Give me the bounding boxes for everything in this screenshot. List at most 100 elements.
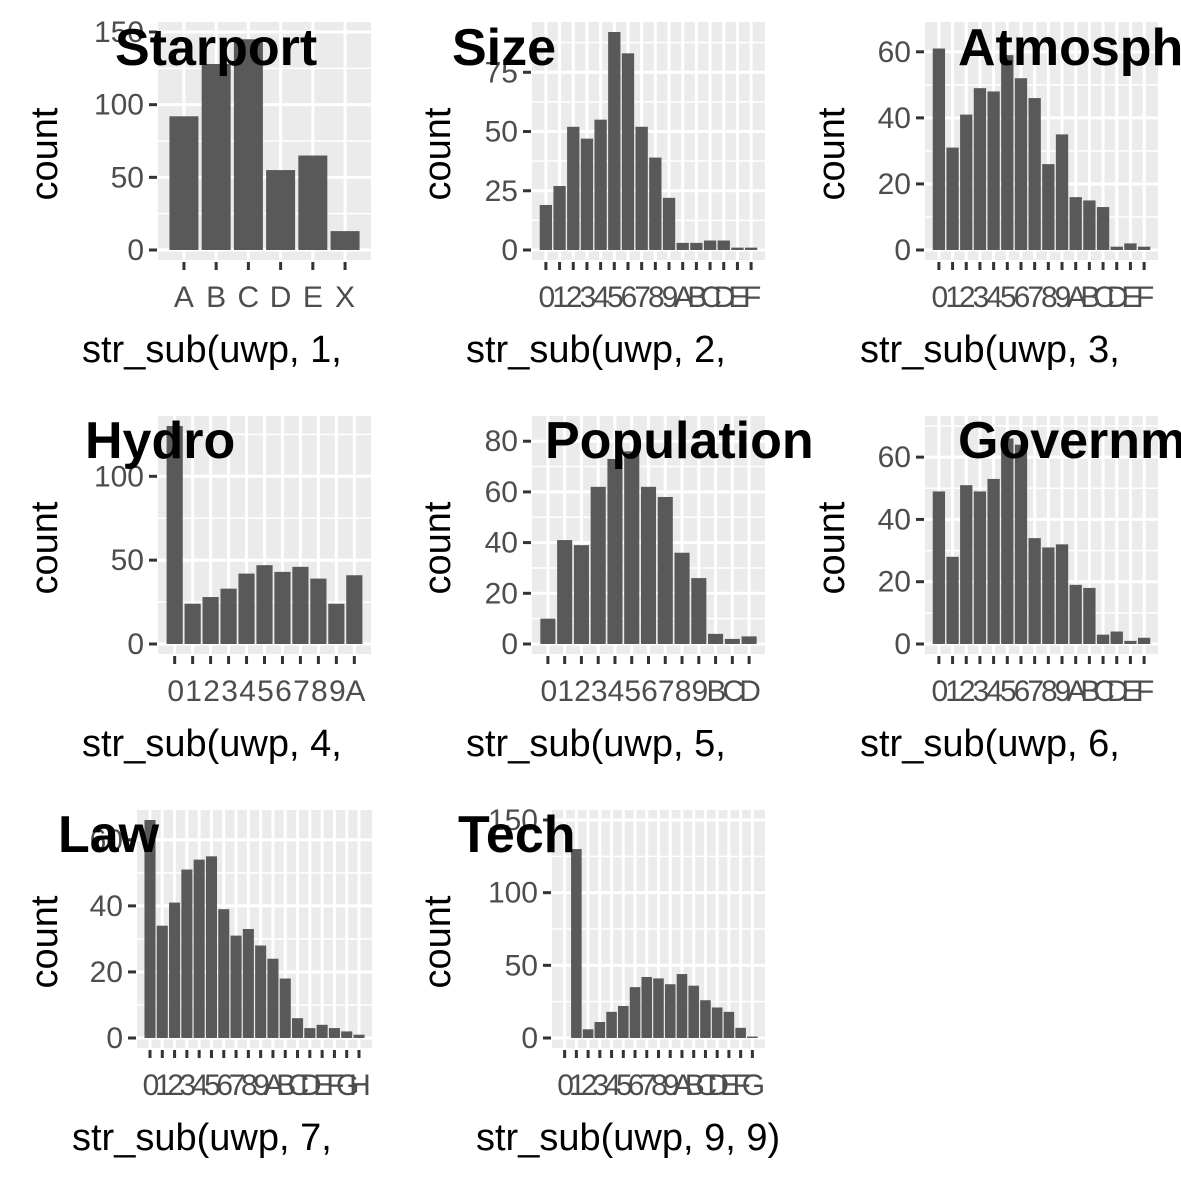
bar-2 — [582, 1029, 594, 1038]
bar-A — [676, 974, 688, 1038]
bar-A — [1069, 197, 1082, 250]
x-tick-label: 2 — [581, 1069, 597, 1102]
x-tick-label: C — [288, 1069, 309, 1102]
x-tick-label: 5 — [1000, 281, 1016, 314]
x-tick-label: 2 — [566, 281, 582, 314]
x-tick-label: 1 — [945, 281, 961, 314]
x-tick-label: G — [742, 1069, 764, 1102]
x-tick-label: A — [174, 281, 194, 314]
bar-0 — [144, 820, 156, 1038]
x-tick-label: 7 — [1027, 675, 1043, 708]
x-tick-label: F — [1136, 675, 1154, 708]
bar-F — [735, 1027, 746, 1038]
y-tick-label: 40 — [878, 503, 911, 536]
y-tick-label: 150 — [94, 16, 144, 49]
bar-E — [1124, 243, 1137, 250]
y-tick-label: 20 — [878, 168, 911, 201]
bar-2 — [960, 485, 973, 644]
bar-2 — [202, 597, 219, 644]
x-tick-label: 3 — [592, 1069, 608, 1102]
y-tick-label: 40 — [878, 102, 911, 135]
x-tick-label: D — [1107, 675, 1128, 708]
plot-title: Tech — [458, 806, 576, 864]
x-tick-label: 5 — [1000, 675, 1016, 708]
bar-5 — [1001, 438, 1014, 644]
x-tick-label: 9 — [1055, 675, 1071, 708]
bar-E — [298, 155, 328, 250]
bar-7 — [635, 126, 648, 250]
y-tick-label: 0 — [127, 234, 144, 267]
bar-9 — [328, 603, 345, 644]
plot-title: Government — [958, 412, 1181, 470]
y-tick-label: 100 — [94, 89, 144, 122]
x-tick-label: 3 — [580, 281, 596, 314]
bar-8 — [1042, 164, 1055, 250]
x-tick-label: B — [206, 281, 226, 314]
bar-E — [731, 247, 744, 250]
y-tick-label: 40 — [90, 890, 123, 923]
bar-F — [328, 1028, 340, 1038]
y-tick-label: 80 — [485, 425, 518, 458]
x-axis-title: str_sub(uwp, 7, — [72, 1117, 332, 1159]
bar-C — [233, 39, 263, 251]
bar-5 — [624, 451, 640, 644]
x-tick-label: F — [326, 1069, 344, 1102]
bar-F — [1137, 246, 1151, 250]
x-tick-label: C — [722, 675, 743, 708]
y-tick-label: 60 — [485, 476, 518, 509]
x-tick-label: 1 — [185, 675, 201, 708]
x-tick-label: 8 — [1041, 675, 1057, 708]
bar-7 — [230, 935, 242, 1038]
bar-4 — [987, 478, 1000, 644]
y-tick-label: 100 — [488, 877, 538, 910]
bar-A — [1069, 584, 1082, 644]
y-tick-label: 20 — [878, 566, 911, 599]
y-tick-label: 0 — [894, 234, 911, 267]
x-tick-label: 0 — [557, 1069, 573, 1102]
bar-C — [1096, 207, 1110, 250]
x-tick-label: 7 — [639, 1069, 655, 1102]
bar-9 — [255, 945, 267, 1038]
y-tick-label: 100 — [94, 460, 144, 493]
bar-5 — [1001, 55, 1014, 250]
x-tick-label: 4 — [986, 675, 1002, 708]
bar-2 — [567, 126, 580, 250]
x-tick-label: 5 — [616, 1069, 632, 1102]
x-tick-label: 1 — [552, 281, 568, 314]
x-tick-label: 9 — [329, 675, 345, 708]
bar-7 — [657, 496, 673, 644]
y-tick-label: 75 — [485, 56, 518, 89]
bar-C — [724, 638, 740, 644]
x-tick-label: 8 — [651, 1069, 667, 1102]
y-tick-label: 0 — [521, 1022, 538, 1055]
x-axis-title: str_sub(uwp, 3, — [860, 329, 1120, 371]
bar-3 — [590, 486, 606, 644]
x-tick-label: 0 — [932, 675, 948, 708]
bar-9 — [662, 197, 676, 250]
x-tick-label: 3 — [973, 281, 989, 314]
bar-4 — [594, 119, 607, 250]
bar-1 — [946, 556, 959, 644]
x-tick-label: D — [270, 281, 292, 314]
x-tick-label: 6 — [628, 1069, 644, 1102]
bar-G — [341, 1031, 353, 1038]
plot-title: Law — [58, 806, 160, 864]
x-tick-label: 6 — [275, 675, 291, 708]
y-tick-label: 20 — [485, 577, 518, 610]
y-tick-label: 0 — [501, 628, 518, 661]
bar-4 — [607, 458, 623, 644]
bar-H — [353, 1034, 365, 1038]
bar-B — [708, 633, 724, 644]
bar-7 — [1028, 98, 1041, 250]
y-axis-title: count — [417, 895, 459, 988]
bar-5 — [608, 32, 621, 250]
bar-4 — [238, 573, 255, 644]
x-axis-title: str_sub(uwp, 6, — [860, 723, 1120, 765]
x-tick-label: E — [1121, 675, 1140, 708]
bar-8 — [310, 578, 327, 644]
bar-B — [1083, 587, 1096, 644]
x-tick-label: 2 — [959, 281, 975, 314]
x-tick-label: 6 — [216, 1069, 232, 1102]
bar-3 — [220, 588, 237, 644]
